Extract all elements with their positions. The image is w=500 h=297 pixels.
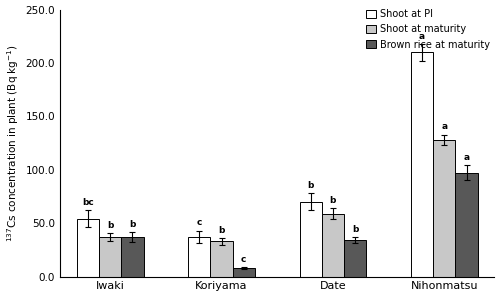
Text: b: b bbox=[129, 219, 136, 228]
Text: bc: bc bbox=[82, 198, 94, 207]
Text: a: a bbox=[464, 153, 469, 162]
Bar bbox=[122, 237, 144, 277]
Text: b: b bbox=[330, 196, 336, 205]
Text: a: a bbox=[442, 122, 448, 131]
Text: c: c bbox=[241, 255, 246, 264]
Bar bbox=[300, 202, 322, 277]
Bar bbox=[433, 140, 456, 277]
Bar bbox=[344, 240, 366, 277]
Y-axis label: $^{137}$Cs concentration in plant (Bq kg$^{-1}$): $^{137}$Cs concentration in plant (Bq kg… bbox=[6, 44, 22, 242]
Bar bbox=[232, 268, 255, 277]
Text: b: b bbox=[107, 221, 114, 230]
Bar bbox=[210, 241, 233, 277]
Text: a: a bbox=[419, 31, 425, 40]
Bar bbox=[99, 237, 122, 277]
Text: b: b bbox=[352, 225, 358, 234]
Legend: Shoot at PI, Shoot at maturity, Brown rice at maturity: Shoot at PI, Shoot at maturity, Brown ri… bbox=[366, 9, 490, 50]
Bar bbox=[76, 219, 99, 277]
Bar bbox=[188, 237, 210, 277]
Text: b: b bbox=[218, 226, 224, 235]
Text: c: c bbox=[196, 219, 202, 228]
Bar bbox=[411, 52, 433, 277]
Bar bbox=[322, 214, 344, 277]
Bar bbox=[456, 173, 477, 277]
Text: b: b bbox=[308, 181, 314, 190]
